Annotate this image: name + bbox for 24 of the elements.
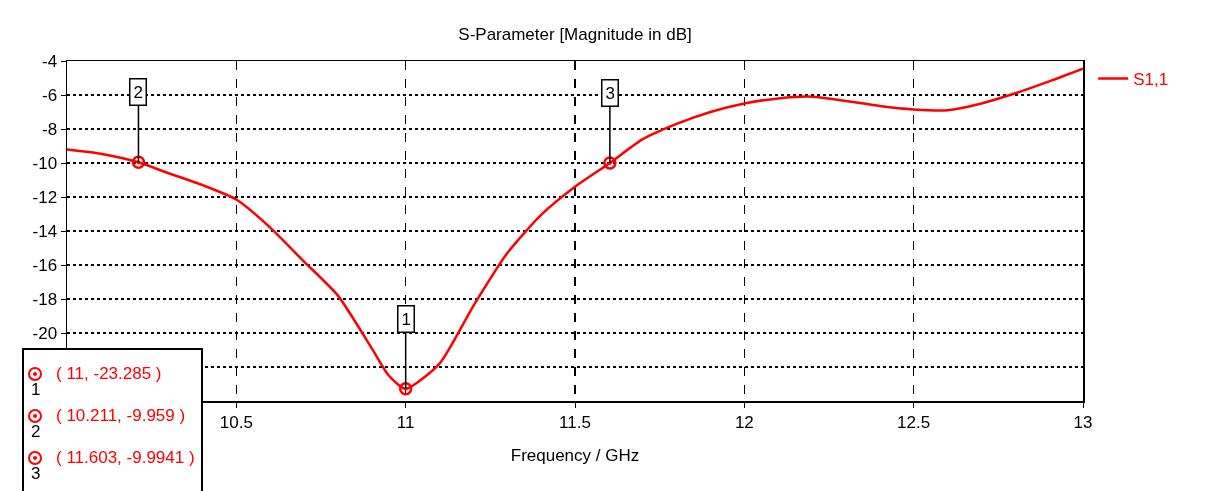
annotation: 1 [401,309,411,329]
x-tick-label: 10.5 [219,412,253,432]
y-tick-label: -14 [32,221,58,241]
legend-label: S1,1 [1133,70,1169,90]
x-tick-label: 11.5 [559,412,591,432]
annotation: 3 [605,83,615,103]
x-tick-label: 12.5 [897,412,931,432]
y-tick-label: -16 [32,255,58,275]
y-tick-label: -8 [41,119,58,139]
x-tick-label: 12 [734,412,754,432]
x-tick-label: 11 [396,412,415,432]
y-tick-label: -20 [32,323,58,343]
point [131,155,146,170]
annotation: 2 [133,82,143,102]
x-axis-title: Frequency / GHz [510,446,640,466]
y-tick-label: -6 [41,85,58,105]
y-tick-label: -10 [32,153,58,173]
marker-info-box: 1 ( 11, -23.285 ) 2 ( 10.211, -9.959 ) 3 ( 11.603, -9.9941 ) [22,348,203,491]
x-tick-label: 13 [1073,412,1093,432]
annotation: ( 11, -23.285 ) [56,364,162,384]
y-tick-label: -4 [41,51,58,71]
y-tick-label: -12 [32,187,58,207]
y-tick-label: -18 [32,289,58,309]
chart-title: S-Parameter [Magnitude in dB] [458,25,692,45]
